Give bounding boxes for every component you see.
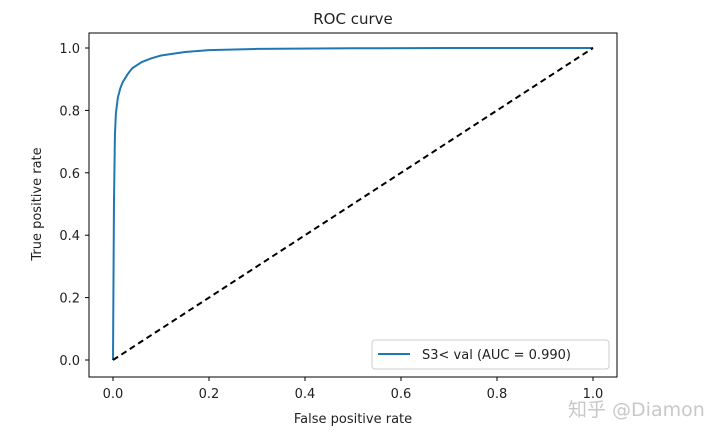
chance-diagonal-line xyxy=(112,47,594,361)
x-tick-label: 0.6 xyxy=(391,387,412,402)
legend: S3< val (AUC = 0.990) xyxy=(371,339,610,370)
y-tick-label: 0.6 xyxy=(59,167,80,182)
y-tick-label: 0.0 xyxy=(59,354,80,369)
y-axis-label: True positive rate xyxy=(30,147,45,261)
watermark: 知乎 @Diamon xyxy=(568,399,705,421)
x-tick-label: 0.2 xyxy=(199,387,220,402)
legend-label: S3< val (AUC = 0.990) xyxy=(422,348,571,363)
y-tick-label: 1.0 xyxy=(59,42,80,57)
x-tick-label: 1.0 xyxy=(583,387,604,402)
x-axis-label: False positive rate xyxy=(294,412,412,427)
x-tick-label: 0.0 xyxy=(103,387,124,402)
roc-curve-line xyxy=(112,47,593,361)
x-tick-label: 0.4 xyxy=(295,387,316,402)
y-tick-label: 0.8 xyxy=(59,104,80,119)
chart-title: ROC curve xyxy=(313,10,393,28)
y-tick-label: 0.2 xyxy=(59,292,80,307)
legend-box xyxy=(371,339,610,370)
x-tick-label: 0.8 xyxy=(487,387,508,402)
plot-frame xyxy=(88,32,618,378)
y-tick-label: 0.4 xyxy=(59,229,80,244)
